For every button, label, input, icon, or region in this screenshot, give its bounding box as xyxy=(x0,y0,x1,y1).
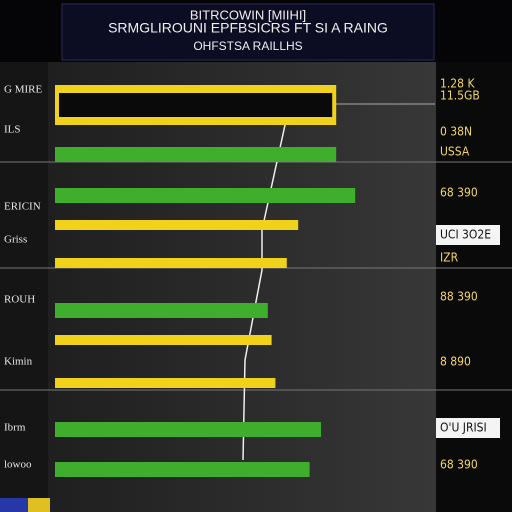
value-label: 68 390 xyxy=(440,186,478,200)
value-label: USSA xyxy=(440,145,470,159)
left-panel xyxy=(0,62,48,512)
chart-subtitle: SRMGLIROUNI EPFBSICRS FT SI A RAING xyxy=(108,20,388,36)
bar xyxy=(55,220,299,230)
bar xyxy=(55,335,272,345)
value-label: UCI 3O2E xyxy=(440,228,491,242)
value-label: 88 390 xyxy=(440,290,478,304)
bar xyxy=(55,258,287,268)
value-label: 1.28 K xyxy=(440,77,475,91)
category-label: G MIRE xyxy=(4,84,42,96)
bar xyxy=(55,378,276,388)
bar xyxy=(55,422,321,437)
value-label: 11.5GB xyxy=(440,89,480,103)
value-label: 68 390 xyxy=(440,458,478,472)
chart-title: BITRCOWIN [MIIHI] xyxy=(190,7,306,22)
category-label: ILS xyxy=(4,124,21,136)
title-box xyxy=(61,3,435,61)
bar-inner xyxy=(59,93,333,117)
category-label: ERICIN xyxy=(4,201,41,213)
corner-yellow xyxy=(28,498,50,512)
chart-caption: OHFSTSA RAILLHS xyxy=(193,39,302,53)
value-label: IZR xyxy=(440,251,459,265)
category-label: lowoo xyxy=(4,459,32,471)
value-label: 8 890 xyxy=(440,355,471,369)
value-label: 0 38N xyxy=(440,125,472,139)
label-box xyxy=(436,418,500,438)
bar xyxy=(55,303,268,318)
bar xyxy=(55,462,310,477)
bar xyxy=(55,188,356,203)
category-label: ROUH xyxy=(4,294,35,306)
category-label: Kimin xyxy=(4,356,33,368)
bar xyxy=(55,147,337,162)
category-label: Griss xyxy=(4,234,27,246)
category-label: Ibrm xyxy=(4,422,26,434)
value-label: O'U JRISI xyxy=(440,421,487,435)
label-box xyxy=(436,225,500,245)
